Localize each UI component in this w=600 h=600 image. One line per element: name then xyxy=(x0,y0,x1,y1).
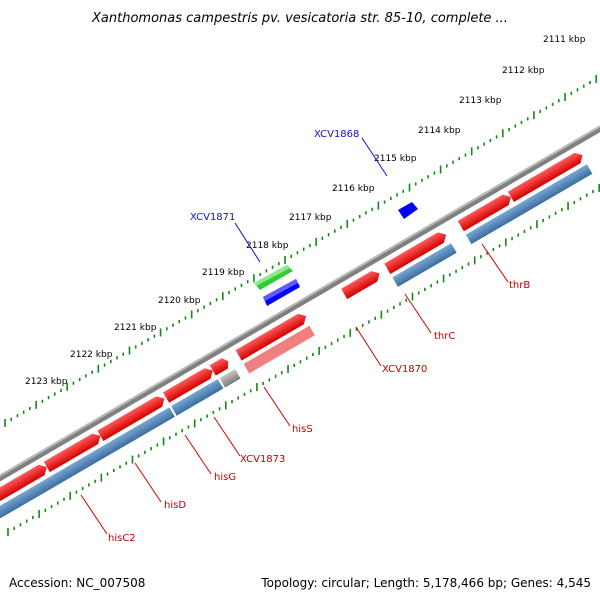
misc-feature-xcv1871[interactable] xyxy=(254,265,293,290)
genome-summary-text: Topology: circular; Length: 5,178,466 bp… xyxy=(261,576,591,590)
tick-label-group: 2111 kbp 2112 kbp 2113 kbp 2114 kbp 2115 kbp… xyxy=(25,35,586,387)
backbone xyxy=(0,123,600,491)
gene-bar-hisS[interactable] xyxy=(243,325,315,374)
tick-label: 2116 kbp xyxy=(332,184,375,194)
gene-arrow-hisG[interactable] xyxy=(163,365,216,403)
gene-track xyxy=(0,164,593,519)
gene-bar-thrB[interactable] xyxy=(465,164,593,245)
misc-feature-blue-1[interactable] xyxy=(263,279,300,306)
tick-label: 2118 kbp xyxy=(246,241,289,251)
label-thrC: thrC xyxy=(434,331,455,342)
gene-bar-xcv1873[interactable] xyxy=(219,368,241,388)
tick-label: 2112 kbp xyxy=(502,66,545,76)
tick-label: 2115 kbp xyxy=(374,154,417,164)
accession-text: Accession: NC_007508 xyxy=(9,576,146,590)
map-title: Xanthomonas campestris pv. vesicatoria s… xyxy=(91,11,508,26)
label-hisS: hisS xyxy=(292,424,313,435)
tick-label: 2117 kbp xyxy=(289,213,332,223)
label-thrB: thrB xyxy=(509,280,530,291)
label-xcv1868: XCV1868 xyxy=(314,129,359,140)
gene-bar-hisG[interactable] xyxy=(171,379,224,416)
gene-arrow-hisC2[interactable] xyxy=(0,462,50,506)
label-xcv1871: XCV1871 xyxy=(190,212,235,223)
gene-bar-hisD[interactable] xyxy=(51,407,175,486)
gene-bar-hisC2[interactable] xyxy=(0,475,58,519)
tick-label: 2122 kbp xyxy=(70,350,113,360)
cds-track-forward xyxy=(0,150,586,506)
gene-arrow-hisD-b[interactable] xyxy=(97,393,167,441)
tick-label: 2114 kbp xyxy=(418,126,461,136)
label-hisC2: hisC2 xyxy=(108,533,136,544)
tick-label: 2111 kbp xyxy=(543,35,586,45)
label-hisG: hisG xyxy=(214,472,236,483)
gene-arrow-thrC[interactable] xyxy=(384,229,449,274)
tick-label: 2123 kbp xyxy=(25,377,68,387)
tick-label: 2121 kbp xyxy=(114,323,157,333)
callout-lines xyxy=(80,137,509,535)
gene-arrow-hisS[interactable] xyxy=(235,311,309,361)
gene-bar-thrC[interactable] xyxy=(392,243,457,287)
gene-arrow-xcv1870[interactable] xyxy=(341,268,382,300)
tick-label: 2120 kbp xyxy=(158,296,201,306)
gene-arrow-thrB-a[interactable] xyxy=(457,192,514,232)
label-hisD: hisD xyxy=(164,500,186,511)
label-xcv1870: XCV1870 xyxy=(382,364,427,375)
gene-arrow-hisD-a[interactable] xyxy=(43,431,104,473)
label-xcv1873: XCV1873 xyxy=(240,454,285,465)
misc-feature-xcv1868[interactable] xyxy=(398,202,418,219)
gene-arrow-thrB-b[interactable] xyxy=(507,150,586,203)
tick-ruler-upper xyxy=(4,74,597,427)
tick-label: 2113 kbp xyxy=(459,96,502,106)
gene-arrow-xcv1873[interactable] xyxy=(209,356,232,376)
tick-label: 2119 kbp xyxy=(202,268,245,278)
